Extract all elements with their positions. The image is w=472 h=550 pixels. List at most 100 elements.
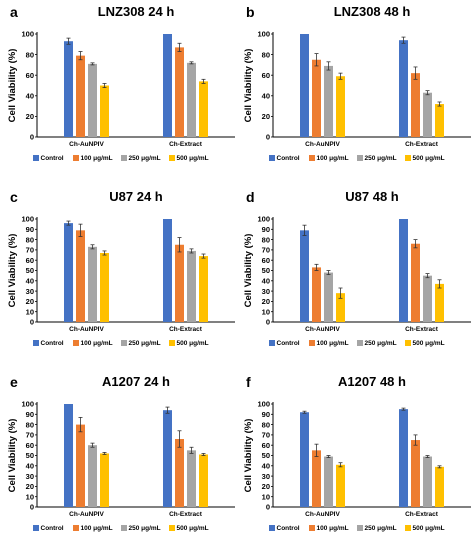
- y-tick-label: 0: [266, 503, 270, 512]
- bar: [100, 85, 109, 137]
- bar: [300, 230, 309, 322]
- bar: [300, 412, 309, 507]
- x-category-label: Ch-Extract: [169, 511, 203, 518]
- x-category-label: Ch-AuNPIV: [69, 326, 104, 333]
- legend-swatch: [169, 340, 175, 346]
- legend-swatch: [405, 525, 411, 531]
- x-category-label: Ch-Extract: [405, 141, 439, 148]
- y-tick-label: 20: [26, 112, 34, 121]
- legend-label: Control: [41, 340, 64, 347]
- y-tick-label: 90: [262, 225, 270, 234]
- legend-swatch: [309, 340, 315, 346]
- legend-swatch: [121, 155, 127, 161]
- y-tick-label: 80: [26, 50, 34, 59]
- legend-label: 500 μg/mL: [413, 525, 445, 532]
- panel-letter: b: [246, 4, 255, 20]
- panel-letter: c: [10, 189, 18, 205]
- y-tick-label: 30: [26, 287, 34, 296]
- y-tick-label: 100: [257, 30, 270, 39]
- y-tick-label: 90: [26, 410, 34, 419]
- y-axis-label: Cell Viability (%): [243, 49, 254, 123]
- legend-swatch: [405, 155, 411, 161]
- bar: [100, 252, 109, 322]
- y-tick-label: 50: [262, 451, 270, 460]
- bar: [175, 47, 184, 137]
- bar: [399, 40, 408, 137]
- legend-swatch: [309, 155, 315, 161]
- chart-title: LNZ308 24 h: [98, 4, 175, 19]
- bar: [399, 409, 408, 507]
- y-tick-label: 20: [262, 297, 270, 306]
- y-tick-label: 100: [21, 215, 34, 224]
- legend-swatch: [33, 340, 39, 346]
- y-tick-label: 50: [26, 266, 34, 275]
- bar: [423, 275, 432, 322]
- y-tick-label: 60: [26, 256, 34, 265]
- y-tick-label: 10: [262, 307, 270, 316]
- bar: [88, 246, 97, 322]
- bar: [300, 34, 309, 137]
- legend-swatch: [309, 525, 315, 531]
- bar: [175, 439, 184, 507]
- bar: [411, 440, 420, 507]
- y-tick-label: 0: [266, 133, 270, 142]
- legend-label: 250 μg/mL: [365, 155, 397, 162]
- bar: [312, 59, 321, 137]
- bar: [187, 250, 196, 322]
- bar: [64, 223, 73, 322]
- legend-label: Control: [41, 525, 64, 532]
- bar: [312, 267, 321, 322]
- y-tick-label: 60: [26, 441, 34, 450]
- y-tick-label: 60: [262, 441, 270, 450]
- y-tick-label: 20: [262, 482, 270, 491]
- bar: [76, 55, 85, 137]
- legend-label: 500 μg/mL: [413, 340, 445, 347]
- chart-title: A1207 24 h: [102, 374, 170, 389]
- y-tick-label: 100: [21, 400, 34, 409]
- bar: [76, 424, 85, 507]
- bar: [88, 445, 97, 507]
- y-tick-label: 0: [266, 318, 270, 327]
- bar: [435, 104, 444, 137]
- y-tick-label: 80: [26, 420, 34, 429]
- legend-label: Control: [41, 155, 64, 162]
- y-tick-label: 0: [30, 318, 34, 327]
- y-tick-label: 20: [26, 482, 34, 491]
- chart-panel-a: a LNZ308 24 h Cell Viability (%) 0 20 40 60 80 1…: [7, 4, 235, 162]
- x-category-label: Ch-AuNPIV: [69, 141, 104, 148]
- bar: [312, 450, 321, 507]
- bar: [187, 62, 196, 138]
- bar: [324, 65, 333, 137]
- bar: [423, 92, 432, 137]
- bar: [435, 283, 444, 322]
- y-axis-label: Cell Viability (%): [7, 419, 18, 493]
- y-tick-label: 70: [26, 246, 34, 255]
- y-tick-label: 40: [262, 277, 270, 286]
- panel-letter: e: [10, 374, 18, 390]
- y-tick-label: 20: [262, 112, 270, 121]
- y-tick-label: 90: [262, 410, 270, 419]
- y-tick-label: 40: [26, 462, 34, 471]
- legend-label: 100 μg/mL: [317, 525, 349, 532]
- y-tick-label: 20: [26, 297, 34, 306]
- legend-swatch: [357, 525, 363, 531]
- x-category-label: Ch-AuNPIV: [305, 511, 340, 518]
- y-tick-label: 70: [26, 431, 34, 440]
- y-tick-label: 40: [26, 277, 34, 286]
- y-tick-label: 30: [262, 287, 270, 296]
- legend-label: 250 μg/mL: [129, 340, 161, 347]
- legend-swatch: [73, 155, 79, 161]
- bar: [187, 450, 196, 507]
- y-tick-label: 100: [257, 215, 270, 224]
- legend-swatch: [269, 340, 275, 346]
- legend-label: 500 μg/mL: [177, 155, 209, 162]
- panel-letter: a: [10, 4, 18, 20]
- y-axis-label: Cell Viability (%): [7, 49, 18, 123]
- panel-letter: d: [246, 189, 255, 205]
- legend-label: Control: [277, 340, 300, 347]
- legend-label: 100 μg/mL: [317, 155, 349, 162]
